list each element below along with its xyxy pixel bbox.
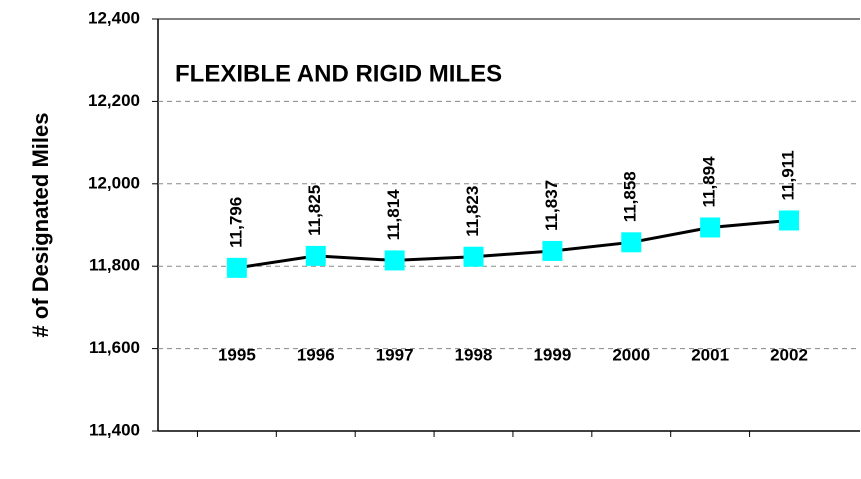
marker	[226, 257, 247, 278]
data-label: 11,911	[778, 150, 797, 200]
data-label: 11,894	[700, 156, 719, 208]
x-tick-label: 2000	[612, 345, 650, 364]
data-label: 11,825	[305, 185, 324, 236]
marker	[700, 217, 721, 238]
data-label: 11,796	[226, 197, 245, 248]
data-label: 11,858	[621, 171, 640, 222]
series-line	[236, 218, 790, 270]
x-tick-label: 2002	[770, 345, 808, 364]
y-tick-label: 11,400	[89, 420, 140, 439]
chart-title: FLEXIBLE AND RIGID MILES	[175, 60, 502, 87]
data-label: 11,814	[384, 189, 403, 241]
x-tick-label: 1999	[533, 345, 571, 364]
x-tick-label: 1998	[455, 345, 493, 364]
marker	[463, 246, 484, 267]
y-tick-label: 12,200	[88, 91, 140, 110]
x-tick-label: 1996	[297, 345, 335, 364]
marker	[542, 240, 563, 261]
y-tick-label: 12,400	[88, 8, 140, 27]
y-tick-label: 11,800	[89, 256, 140, 275]
data-label: 11,823	[463, 186, 482, 237]
marker	[305, 245, 326, 266]
x-tick-label: 1995	[218, 345, 256, 364]
marker	[779, 210, 800, 231]
marker	[384, 250, 405, 271]
data-label: 11,837	[542, 180, 561, 231]
y-axis-label: # of Designated Miles	[28, 113, 53, 338]
x-tick-label: 1997	[376, 345, 414, 364]
x-tick-label: 2001	[691, 345, 729, 364]
y-tick-label: 11,600	[89, 338, 140, 357]
marker	[621, 232, 642, 253]
y-tick-label: 12,000	[88, 173, 140, 192]
